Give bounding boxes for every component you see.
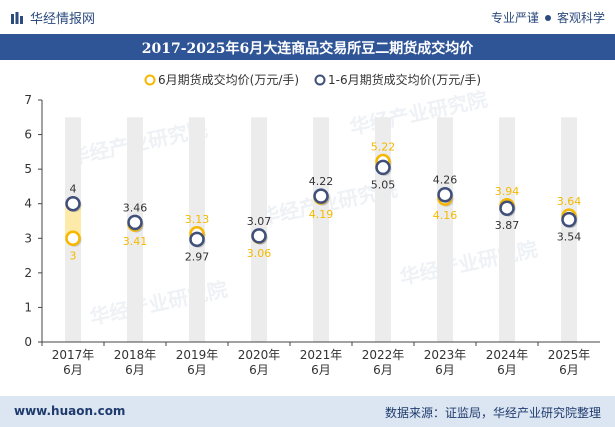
watermark-text: 华经产业研究院 [348,87,490,140]
range-highlight [65,203,81,239]
y-tick-label: 1 [24,300,32,314]
chart-title: 2017-2025年6月大连商品交易所豆二期货成交均价 [141,41,474,57]
footer: www.huaon.com 数据来源：证监局，华经产业研究院整理 [0,396,615,427]
jan-jun-marker [189,231,205,248]
jan-jun-marker [437,186,453,203]
june-data-label: 3 [70,249,77,262]
june-data-label: 3.94 [495,185,520,198]
column-band [313,117,329,343]
jan-jun-marker [251,228,267,244]
june-marker [65,230,81,247]
jan-jun-data-label: 5.05 [371,178,396,191]
brand: 华经情报网 [10,8,95,27]
column-band [437,117,453,343]
brand-name: 华经情报网 [30,12,96,27]
footer-site: www.huaon.com [14,404,126,418]
jan-jun-data-label: 3.87 [495,219,520,232]
y-tick-label: 5 [24,162,32,176]
column-band [561,117,577,343]
watermark-text: 华经产业研究院 [88,277,230,330]
slogan-right: 客观科学 [556,11,605,25]
legend-marker [144,74,156,86]
june-data-label: 3.41 [123,235,148,248]
jan-jun-data-label: 3.54 [557,231,582,244]
legend-label: 1-6月期货成交均价(万元/手) [328,72,481,87]
x-tick-label: 2019年 6月 [176,348,219,377]
chart-area: 华经产业研究院华经产业研究院华经产业研究院华经产业研究院华经产业研究院01234… [24,72,600,377]
y-tick-label: 3 [24,231,32,245]
x-tick-label: 2023年 6月 [424,348,467,377]
jan-jun-marker [499,200,515,216]
jan-jun-marker [375,159,391,176]
jan-jun-marker [127,214,143,231]
june-data-label: 3.06 [247,247,272,260]
huajing-logo-icon [11,11,23,24]
x-tick-label: 2022年 6月 [362,348,405,377]
x-tick-label: 2024年 6月 [486,348,529,377]
x-tick-label: 2025年 6月 [548,348,591,377]
jan-jun-data-label: 4.22 [309,175,334,188]
slogan-dot-icon [544,14,551,21]
column-band [499,117,515,343]
june-data-label: 4.16 [433,209,458,222]
y-tick-label: 4 [24,197,32,211]
top-bar: 华经情报网 专业严谨 客观科学 [0,0,615,34]
jan-jun-marker [313,188,329,204]
jan-jun-data-label: 4 [70,183,77,196]
june-data-label: 3.64 [557,195,582,208]
jan-jun-data-label: 3.07 [247,215,272,228]
watermark-text: 华经产业研究院 [398,237,540,290]
jan-jun-marker [65,195,81,212]
x-tick-label: 2018年 6月 [114,348,157,377]
footer-source: 数据来源：证监局，华经产业研究院整理 [384,406,601,420]
jan-jun-data-label: 3.46 [123,201,148,214]
y-tick-label: 2 [24,266,32,280]
y-tick-label: 0 [24,335,32,349]
june-data-label: 4.19 [309,208,334,221]
jan-jun-marker [561,211,577,228]
x-tick-label: 2021年 6月 [300,348,343,377]
legend-marker [314,74,326,86]
y-tick-label: 6 [24,128,32,142]
slogan-left: 专业严谨 [490,11,539,25]
x-tick-label: 2020年 6月 [238,348,281,377]
legend-label: 6月期货成交均价(万元/手) [158,72,299,87]
june-data-label: 5.22 [371,141,396,154]
y-tick-label: 7 [24,93,32,107]
slogan: 专业严谨 客观科学 [491,9,605,26]
jan-jun-data-label: 2.97 [185,250,210,263]
title-bar: 2017-2025年6月大连商品交易所豆二期货成交均价 [0,34,615,60]
june-data-label: 3.13 [185,213,210,226]
jan-jun-data-label: 4.26 [433,174,458,187]
x-tick-label: 2017年 6月 [52,348,95,377]
